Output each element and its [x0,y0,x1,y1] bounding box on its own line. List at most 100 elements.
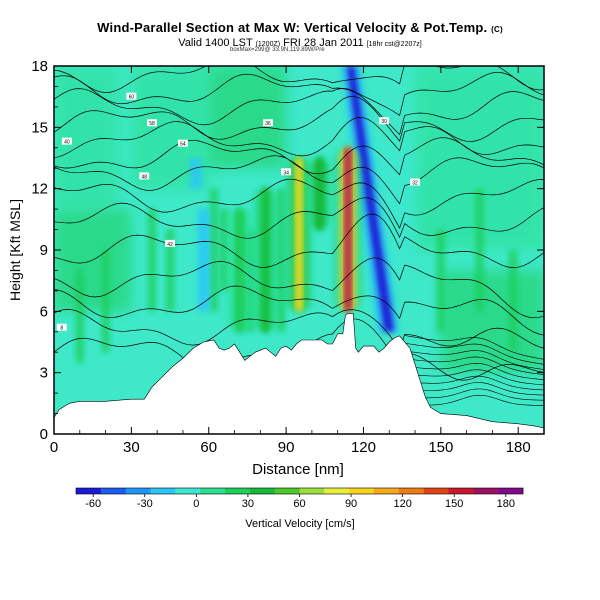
theta-contour [54,178,544,229]
x-tick-label: 180 [506,439,531,456]
y-tick-label: 18 [31,58,48,75]
field-patch [440,270,544,373]
contour-label: 58 [149,121,155,127]
colorbar-swatch [76,488,102,494]
theta-contour [54,117,544,159]
colorbar-swatch [324,488,350,494]
field-patch [208,66,287,169]
x-tick-label: 60 [200,439,217,456]
y-tick-label: 3 [40,365,48,382]
weak-updraft [148,209,156,312]
theta-contour [54,155,544,205]
contour-label: 40 [64,140,70,146]
contour-label-box [147,119,157,127]
colorbar-swatch [299,488,325,494]
theta-contour-low [404,350,544,370]
colorbar-swatch [249,488,275,494]
contour-label: 32 [412,181,418,187]
colorbar-swatch [225,488,251,494]
theta-contour-low [404,388,544,401]
weak-updraft [475,188,484,312]
theta-contour-low [404,335,544,360]
contour-label: 8 [60,326,63,332]
contour-label-box [139,172,150,180]
contour-label-box [177,139,188,147]
plot-area: 60 58 54 48 42 40 36 34 30 32 8 [54,66,544,434]
chart-title: Wind-Parallel Section at Max W: Vertical… [97,20,503,35]
colorbar-tick-label: 30 [242,498,254,510]
colorbar-swatch [423,488,449,494]
x-tick-label: 30 [123,439,140,456]
contour-label-box [126,92,137,100]
colorbar-swatch [175,488,201,494]
weak-updraft [75,270,84,363]
y-tick-label: 12 [31,181,48,198]
colorbar-swatch [498,488,524,494]
contour-label-box [379,117,390,125]
y-axis-label: Height [Kft MSL] [7,199,23,301]
contour-label-box [410,178,421,186]
theta-contour [54,197,544,239]
colorbar: -60 -30 0 30 60 90 120 150 180 [75,487,524,510]
y-tick-label: 0 [40,426,48,443]
contour-label-box [56,323,67,331]
contour-label: 30 [381,119,387,125]
theta-contour-low [404,375,544,391]
updraft [262,188,268,332]
colorbar-tick-label: 90 [345,498,357,510]
weak-updraft [220,209,229,291]
contour-label: 36 [265,121,271,127]
colorbar-label: Vertical Velocity [cm/s] [245,518,354,530]
weak-updraft [276,188,285,332]
theta-contour [54,71,544,116]
contour-label: 60 [129,95,135,101]
theta-contour-low [404,369,544,386]
chart-subtitle: Valid 1400 LST (1200Z) FRI 28 Jan 2011 [… [178,37,422,49]
weak-updraft [436,229,445,332]
colorbar-swatch [150,488,176,494]
theta-contour [54,285,544,336]
theta-contour [54,213,544,268]
colorbar-swatch [473,488,499,494]
colorbar-swatch [448,488,474,494]
x-tick-label: 90 [278,439,295,456]
colorbar-swatch [200,488,226,494]
y-tick-label: 15 [31,119,48,136]
colorbar-tick-label: 180 [497,498,515,510]
theta-contour [54,95,544,142]
contour-label-box [263,119,274,127]
colorbar-swatch [349,488,375,494]
colorbar-swatch [398,488,424,494]
potential-temperature-contours: 60 58 54 48 42 40 36 34 30 32 8 [54,66,544,406]
title-mark: (C) [491,25,503,34]
x-tick-label: 120 [351,439,376,456]
updraft [237,209,243,332]
theta-contour [54,88,544,136]
colorbar-swatch [100,488,126,494]
colorbar-tick-label: -60 [85,498,101,510]
weak-updraft [509,250,518,353]
theta-contour-low [404,342,544,365]
theta-contour-low [404,356,544,375]
y-tick-label: 9 [40,242,48,259]
updraft [317,158,323,230]
contour-label: 34 [283,170,289,176]
theta-contour-low [404,362,544,381]
source-line: boxMax=299@ 33.9N,119.89W/Pre [230,47,325,53]
theta-contour [54,257,544,319]
colorbar-tick-label: 150 [445,498,463,510]
contour-label: 48 [141,174,147,180]
contour-label-box [281,168,292,176]
downdraft [189,158,202,189]
weak-updraft [166,229,175,312]
theta-contour-low [404,382,544,396]
x-axis-label: Distance [nm] [252,461,344,478]
weak-updraft [209,188,218,312]
contour-label: 42 [167,242,173,248]
colorbar-swatch [374,488,400,494]
downdraft [197,209,210,312]
updraft [345,147,351,312]
colorbar-swatch [274,488,300,494]
